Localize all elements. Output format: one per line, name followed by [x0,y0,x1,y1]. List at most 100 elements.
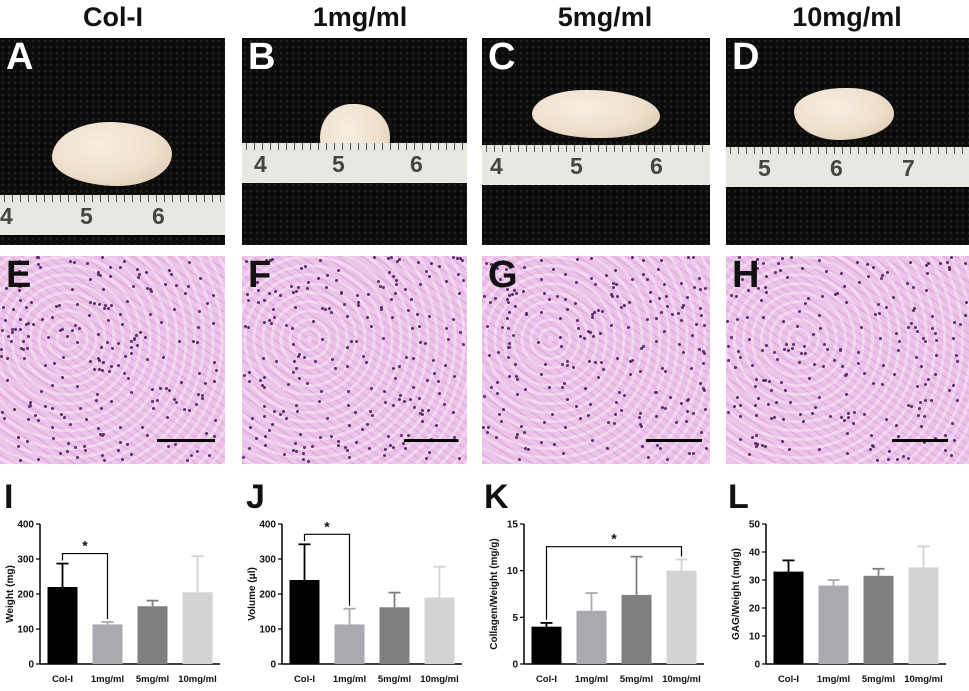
y-tick-label: 10 [749,632,761,643]
panel-letter-h: H [732,256,760,296]
x-tick-label: 5mg/ml [862,674,895,685]
bar-5mg-ml [621,594,652,664]
y-tick-label: 0 [270,660,276,671]
x-tick-label: 5mg/ml [136,674,169,685]
tissue-sample [52,122,172,186]
bar-1mg-ml [576,610,607,664]
significance-bracket [545,546,683,620]
photo-panel-c: C 4 5 6 [482,38,710,245]
y-tick-label: 40 [749,548,761,559]
y-tick-label: 100 [17,625,34,636]
x-tick-label: 10mg/ml [904,674,943,685]
bar-1mg-ml [334,624,365,664]
y-tick-label: 0 [512,660,518,671]
x-tick-label: 5mg/ml [620,674,653,685]
chart-letter-l: L [728,478,749,516]
bar-col-i [531,626,562,664]
ruler: 4 5 6 [242,143,467,183]
column-title-col-i: Col-I [83,2,143,32]
tissue-sample [532,90,660,138]
y-axis-label: Collagen/Weight (mg/g) [489,538,500,649]
bar-col-i [47,587,78,664]
y-tick-label: 15 [507,520,519,531]
photo-panel-a: A 4 5 6 [0,38,225,245]
column-title-10mg: 10mg/ml [792,2,902,32]
y-tick-label: 30 [749,576,761,587]
x-tick-label: 5mg/ml [378,674,411,685]
y-tick-label: 300 [17,555,34,566]
y-tick-label: 5 [512,613,518,624]
y-tick-label: 300 [259,555,276,566]
panel-letter-f: F [248,256,272,296]
panel-letter-b: B [248,38,276,78]
column-title-5mg: 5mg/ml [557,2,653,32]
panel-letter-d: D [732,38,760,78]
scale-bar [404,439,458,442]
y-tick-label: 200 [17,590,34,601]
bar-chart-volume: 0 100 200 300 400 Volume (μl) Col-I 1mg/ml 5mg/m… [247,518,462,685]
x-tick-label: Col-I [536,674,557,685]
bar-5mg-ml [863,575,894,664]
scale-bar [646,439,702,442]
ruler: 4 5 6 [482,145,710,185]
bar-chart-collagen: 0 5 10 15 Collagen/Weight (mg/g) Col-I 1mg/ml 5… [489,520,704,685]
x-tick-label: 10mg/ml [420,674,459,685]
chart-letter-k: K [484,478,509,516]
bar-chart-gag: 0 10 20 30 40 50 GAG/Weight (mg/g) Col-I 1mg/ml 5… [731,520,946,685]
bar-1mg-ml [818,585,849,664]
significance-bracket [303,533,351,606]
photo-panel-b: B 4 5 6 [242,38,467,245]
ruler: 5 6 7 [726,147,969,187]
panel-letter-g: G [488,256,518,296]
y-tick-label: 200 [259,590,276,601]
bar-1mg-ml [92,624,123,664]
y-tick-label: 0 [28,660,34,671]
bar-10mg-ml [908,567,939,664]
x-tick-label: Col-I [52,674,73,685]
x-tick-label: 1mg/ml [333,674,366,685]
scale-bar [892,439,948,442]
scale-bar [157,439,215,442]
y-axis-label: GAG/Weight (mg/g) [731,548,742,640]
ruler: 4 5 6 [0,195,225,235]
bar-10mg-ml [424,597,455,664]
significance-label: * [611,531,617,547]
photo-panel-d: D 5 6 7 [726,38,969,245]
x-tick-label: Col-I [778,674,799,685]
x-tick-label: 1mg/ml [817,674,850,685]
bar-5mg-ml [379,607,410,664]
y-tick-label: 400 [17,520,34,531]
chart-letter-j: J [246,478,265,516]
x-tick-label: 1mg/ml [91,674,124,685]
significance-label: * [324,518,330,534]
bar-10mg-ml [182,592,213,664]
bar-col-i [773,571,804,664]
y-tick-label: 50 [749,520,761,531]
y-axis-label: Weight (mg) [5,565,16,623]
x-tick-label: 1mg/ml [575,674,608,685]
y-axis-label: Volume (μl) [247,567,258,621]
panel-letter-a: A [6,38,34,78]
bar-col-i [289,580,320,664]
bar-10mg-ml [666,570,697,664]
y-tick-label: 20 [749,604,761,615]
chart-letter-i: I [4,478,14,516]
x-tick-label: Col-I [294,674,315,685]
significance-bracket [61,552,109,619]
panel-letter-c: C [488,38,516,78]
x-tick-label: 10mg/ml [662,674,701,685]
bar-chart-weight: 0 100 200 300 400 Weight (mg) Col-I 1mg/ml 5mg/m… [5,520,220,685]
tissue-sample [794,88,894,140]
significance-label: * [82,538,88,554]
column-title-1mg: 1mg/ml [312,2,408,32]
panel-letter-e: E [6,256,32,296]
y-tick-label: 0 [754,660,760,671]
histology-panel-h: H [726,256,969,464]
histology-panel-e: E [0,256,225,464]
y-tick-label: 100 [259,625,276,636]
y-tick-label: 400 [259,520,276,531]
bar-5mg-ml [137,606,168,664]
histology-panel-f: F [242,256,467,464]
y-tick-label: 10 [507,566,519,577]
x-tick-label: 10mg/ml [178,674,217,685]
